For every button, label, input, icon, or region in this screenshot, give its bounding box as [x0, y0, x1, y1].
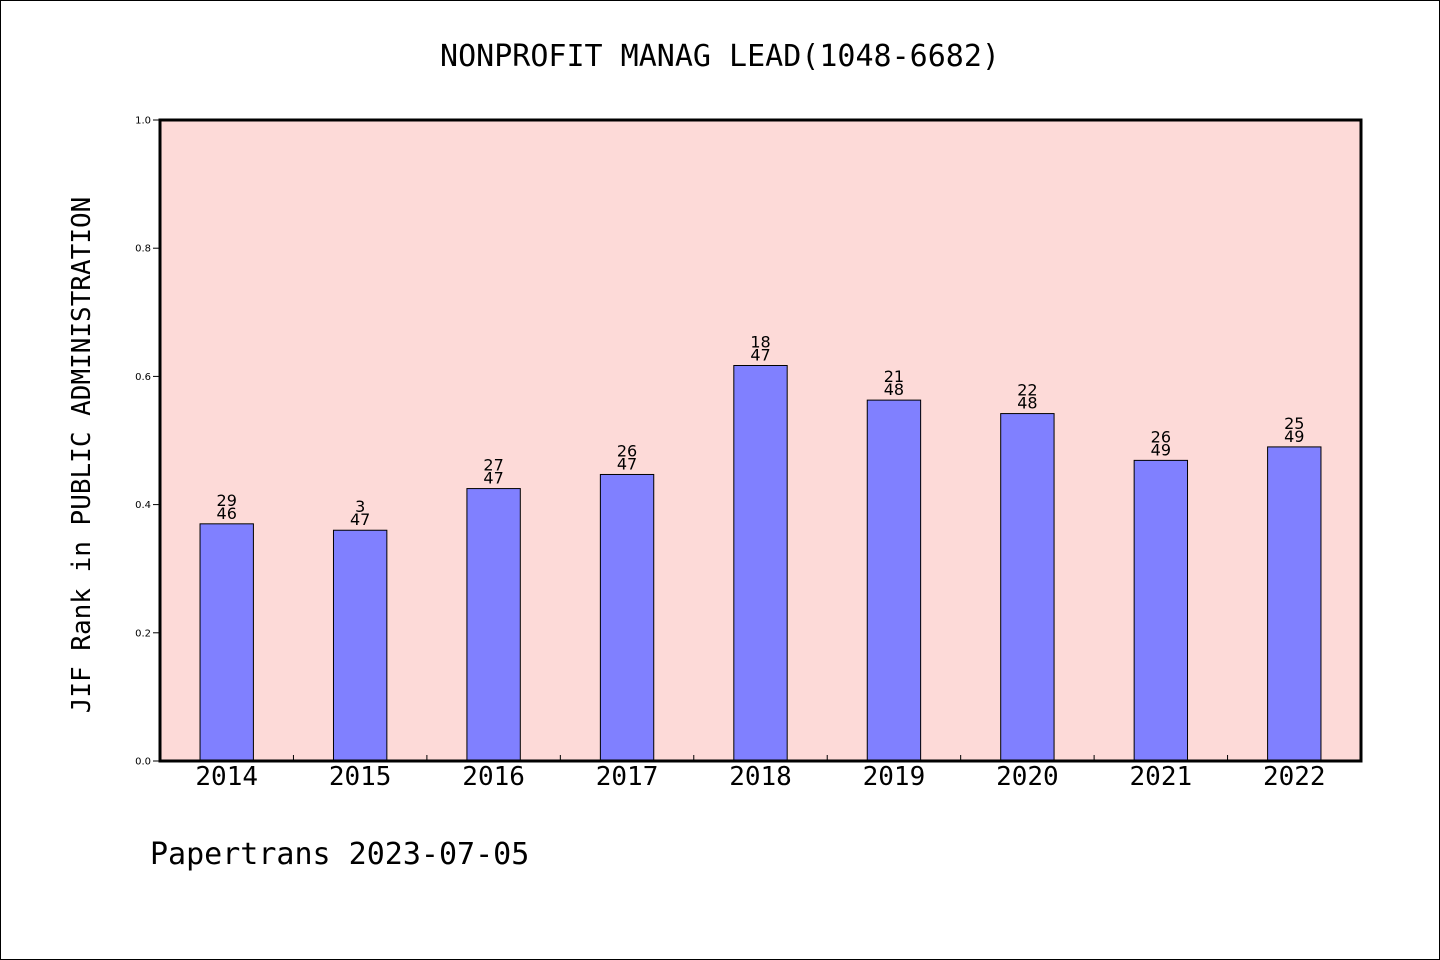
bar-rank-value: 26: [1151, 427, 1171, 446]
y-tick-label: 1.0: [135, 116, 151, 127]
bar-2017: [599, 473, 655, 762]
y-tick-label: 0.2: [135, 628, 151, 639]
bar-rank-value: 29: [217, 491, 237, 510]
x-tick-label: 2015: [329, 762, 392, 792]
bar-rank-value: 26: [617, 441, 637, 460]
y-tick-label: 0.6: [135, 372, 151, 383]
bar-rank-value: 22: [1017, 381, 1037, 400]
bar-rank-total: 47: [350, 510, 370, 529]
bar-2019: [866, 399, 922, 762]
bar-2018: [733, 365, 788, 762]
x-tick-label: 2018: [729, 762, 792, 792]
bar-rank-value: 3: [355, 497, 365, 516]
bar-2014: [199, 523, 254, 762]
y-axis: 0.0 0.2 0.4 0.6 0.8 1.0: [135, 116, 160, 768]
x-axis: 2014 2015 2016 2017 2018 2019 2020 2021 2022: [195, 755, 1326, 792]
bar-rank-total: 46: [217, 504, 237, 523]
footer-source: Papertrans 2023-07-05: [150, 837, 529, 872]
bar-series: [199, 365, 1322, 762]
y-tick-label: 0.4: [135, 500, 151, 511]
y-tick-label: 0.0: [135, 757, 151, 768]
bar-rank-total: 48: [1017, 394, 1037, 413]
y-tick-label: 0.8: [135, 244, 151, 255]
bar-rank-value: 25: [1284, 414, 1304, 433]
bar-rank-total: 48: [884, 380, 904, 399]
x-tick-label: 2017: [596, 762, 659, 792]
x-tick-label: 2019: [863, 762, 926, 792]
bar-2022: [1267, 446, 1322, 762]
y-axis-label: JIF Rank in PUBLIC ADMINISTRATION: [67, 197, 97, 714]
bar-rank-value: 18: [750, 333, 770, 352]
bar-rank-total: 49: [1151, 440, 1171, 459]
bar-rank-value: 21: [884, 367, 904, 386]
x-tick-label: 2020: [996, 762, 1059, 792]
bar-rank-value: 27: [483, 456, 503, 475]
bar-2016: [466, 488, 521, 762]
bar-rank-total: 49: [1284, 427, 1304, 446]
bar-rank-total: 47: [750, 346, 770, 365]
x-tick-label: 2022: [1263, 762, 1326, 792]
bar-2020: [1000, 413, 1055, 762]
x-tick-label: 2014: [195, 762, 258, 792]
bar-rank-total: 47: [617, 454, 637, 473]
plot-border: [158, 118, 1363, 763]
bar-2015: [332, 529, 388, 762]
x-tick-label: 2016: [462, 762, 525, 792]
x-tick-label: 2021: [1130, 762, 1193, 792]
bar-2021: [1133, 459, 1189, 762]
chart-title: NONPROFIT MANAG LEAD(1048-6682): [440, 39, 1000, 74]
bar-rank-total: 47: [483, 469, 503, 488]
